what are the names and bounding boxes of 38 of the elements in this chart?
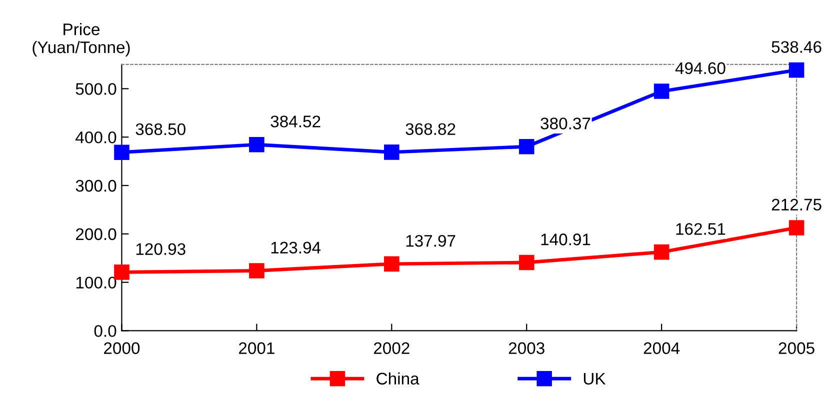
point bbox=[114, 144, 130, 160]
point bbox=[654, 244, 670, 260]
y-tick-label: 500.0 bbox=[76, 83, 116, 95]
data-label: 368.50 bbox=[136, 123, 186, 136]
point bbox=[249, 263, 264, 278]
point bbox=[788, 220, 804, 236]
x-tick-label: 2000 bbox=[104, 342, 140, 354]
x-tick-label: 2001 bbox=[238, 342, 274, 354]
y-tick-label: 100.0 bbox=[76, 276, 116, 289]
x-tick-label: 2004 bbox=[644, 342, 680, 354]
data-label: 120.93 bbox=[136, 243, 186, 255]
legend-label: China bbox=[376, 372, 420, 385]
point bbox=[249, 136, 264, 152]
data-label: 162.51 bbox=[676, 223, 726, 235]
y-tick-label: 300.0 bbox=[76, 180, 116, 192]
data-label: 137.97 bbox=[406, 234, 456, 247]
x-tick-label: 2005 bbox=[778, 342, 814, 354]
point bbox=[788, 62, 804, 78]
data-label: 140.91 bbox=[541, 234, 590, 246]
data-label: 384.52 bbox=[270, 116, 320, 128]
data-label: 212.75 bbox=[772, 198, 822, 211]
y-tick-label: 0.0 bbox=[94, 325, 116, 337]
data-label: 494.60 bbox=[675, 62, 726, 74]
data-label: 368.82 bbox=[406, 123, 456, 135]
point bbox=[384, 256, 400, 272]
x-tick-label: 2003 bbox=[508, 342, 544, 354]
data-label: 538.46 bbox=[772, 41, 822, 53]
point bbox=[518, 138, 534, 154]
point bbox=[654, 84, 670, 99]
y-tick-label: 400.0 bbox=[76, 131, 116, 144]
y-axis-title: Price (Yuan/Tonne) bbox=[32, 23, 130, 56]
y-tick-label: 200.0 bbox=[76, 228, 116, 240]
x-tick-label: 2002 bbox=[374, 342, 410, 354]
data-label: 123.94 bbox=[271, 242, 321, 254]
point bbox=[518, 254, 534, 270]
data-label: 380.37 bbox=[540, 118, 590, 130]
point bbox=[384, 144, 400, 160]
legend-label: UK bbox=[584, 372, 606, 385]
